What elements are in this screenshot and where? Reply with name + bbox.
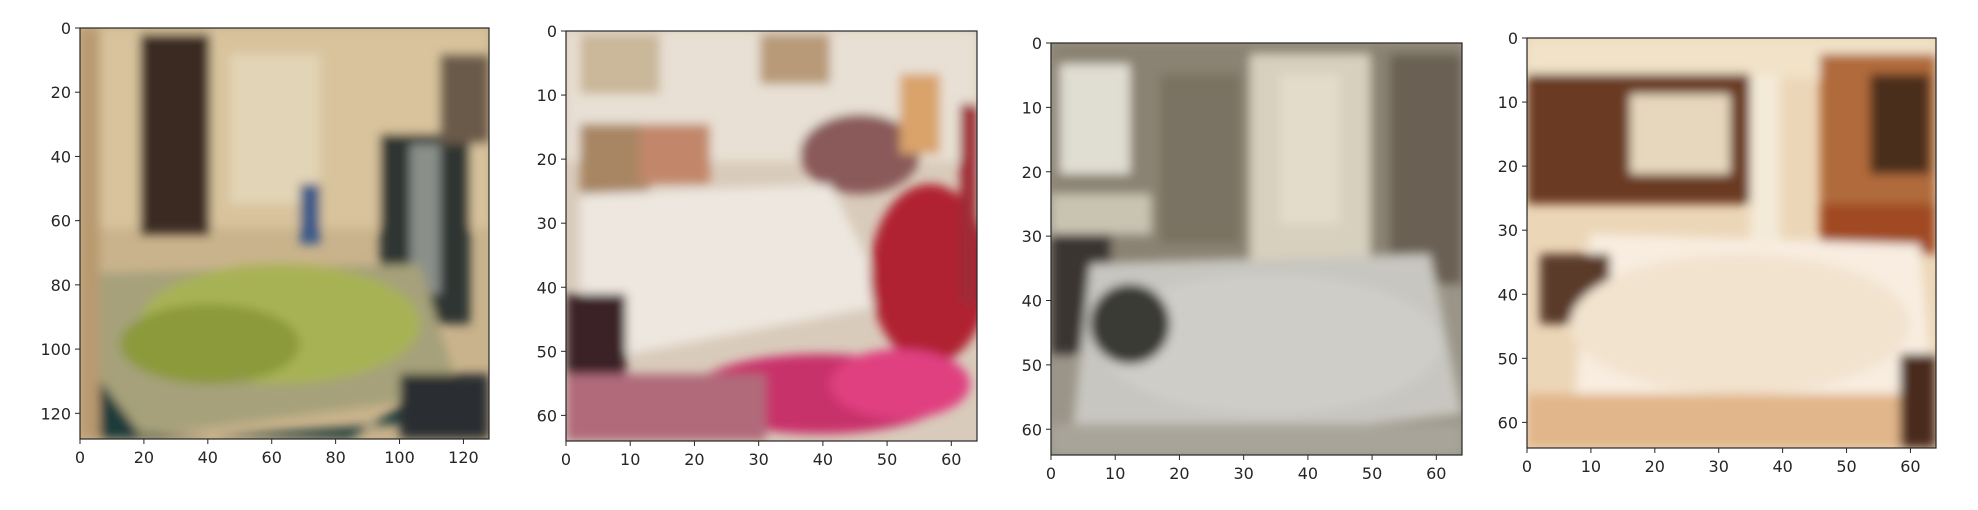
x-tick-label: 20 [684,450,704,469]
x-tick-label: 30 [748,450,768,469]
x-tick-label: 50 [1362,464,1382,483]
y-tick-label: 50 [537,342,557,361]
panel-4-figure: 0 10 20 30 40 50 60 0 10 20 30 40 50 60 [1498,29,1937,476]
y-tick-label: 50 [1498,349,1518,368]
x-tick-label: 60 [941,450,961,469]
x-tick-label: 80 [325,448,345,467]
y-tick-label: 10 [1498,93,1518,112]
panel-2-x-axis: 0 10 20 30 40 50 60 [561,441,961,469]
panel-1: 0 20 40 60 80 100 120 0 20 40 60 80 100 120 [20,14,500,504]
y-tick-label: 40 [537,278,557,297]
y-tick-label: 0 [547,22,557,41]
y-tick-label: 30 [1498,221,1518,240]
x-tick-label: 10 [620,450,640,469]
x-tick-label: 0 [75,448,85,467]
x-tick-label: 20 [1169,464,1189,483]
x-tick-label: 30 [1709,457,1729,476]
y-tick-label: 0 [1032,34,1042,53]
x-tick-label: 0 [1522,457,1532,476]
x-tick-label: 120 [448,448,479,467]
y-tick-label: 40 [51,147,71,166]
panel-2-y-axis: 0 10 20 30 40 50 60 [537,22,566,425]
panel-4-image [1527,38,1936,448]
panel-1-image [80,28,489,439]
x-tick-label: 40 [198,448,218,467]
panel-3-image [1051,43,1462,455]
y-tick-label: 60 [537,406,557,425]
y-tick-label: 20 [51,83,71,102]
panel-2: 0 10 20 30 40 50 60 0 10 20 30 40 50 60 [520,14,1000,504]
y-tick-label: 60 [1498,413,1518,432]
panel-2-figure: 0 10 20 30 40 50 60 0 10 20 30 40 50 60 [537,22,978,469]
panel-2-image [566,31,977,441]
x-tick-label: 30 [1233,464,1253,483]
y-tick-label: 20 [1022,163,1042,182]
panel-1-x-axis: 0 20 40 60 80 100 120 [75,439,479,467]
x-tick-label: 0 [561,450,571,469]
y-tick-label: 50 [1022,356,1042,375]
x-tick-label: 10 [1105,464,1125,483]
y-tick-label: 60 [51,212,71,231]
panel-1-figure: 0 20 40 60 80 100 120 0 20 40 60 80 100 120 [40,19,490,467]
y-tick-label: 60 [1022,420,1042,439]
x-tick-label: 60 [1426,464,1446,483]
x-tick-label: 60 [1900,457,1920,476]
y-tick-label: 10 [537,86,557,105]
y-tick-label: 20 [537,150,557,169]
y-tick-label: 120 [40,404,71,423]
x-tick-label: 50 [1836,457,1856,476]
y-tick-label: 0 [61,19,71,38]
x-tick-label: 40 [1298,464,1318,483]
x-tick-label: 20 [134,448,154,467]
y-tick-label: 10 [1022,98,1042,117]
y-tick-label: 30 [537,214,557,233]
x-tick-label: 60 [262,448,282,467]
x-tick-label: 50 [877,450,897,469]
panel-1-y-axis: 0 20 40 60 80 100 120 [40,19,80,423]
y-tick-label: 30 [1022,227,1042,246]
y-tick-label: 100 [40,340,71,359]
panel-4: 0 10 20 30 40 50 60 0 10 20 30 40 50 60 [1480,14,1970,504]
x-tick-label: 40 [813,450,833,469]
x-tick-label: 40 [1772,457,1792,476]
x-tick-label: 100 [384,448,415,467]
panel-4-x-axis: 0 10 20 30 40 50 60 [1522,448,1921,476]
x-tick-label: 10 [1581,457,1601,476]
y-tick-label: 40 [1022,292,1042,311]
y-tick-label: 20 [1498,157,1518,176]
y-tick-label: 0 [1508,29,1518,48]
panel-3-y-axis: 0 10 20 30 40 50 60 [1022,34,1051,439]
panel-3-x-axis: 0 10 20 30 40 50 60 [1046,455,1446,483]
y-tick-label: 80 [51,276,71,295]
y-tick-label: 40 [1498,285,1518,304]
x-tick-label: 0 [1046,464,1056,483]
x-tick-label: 20 [1645,457,1665,476]
panel-3-figure: 0 10 20 30 40 50 60 0 10 20 30 40 50 60 [1022,34,1463,483]
panel-4-y-axis: 0 10 20 30 40 50 60 [1498,29,1527,432]
panel-3: 0 10 20 30 40 50 60 0 10 20 30 40 50 60 [1000,14,1480,504]
